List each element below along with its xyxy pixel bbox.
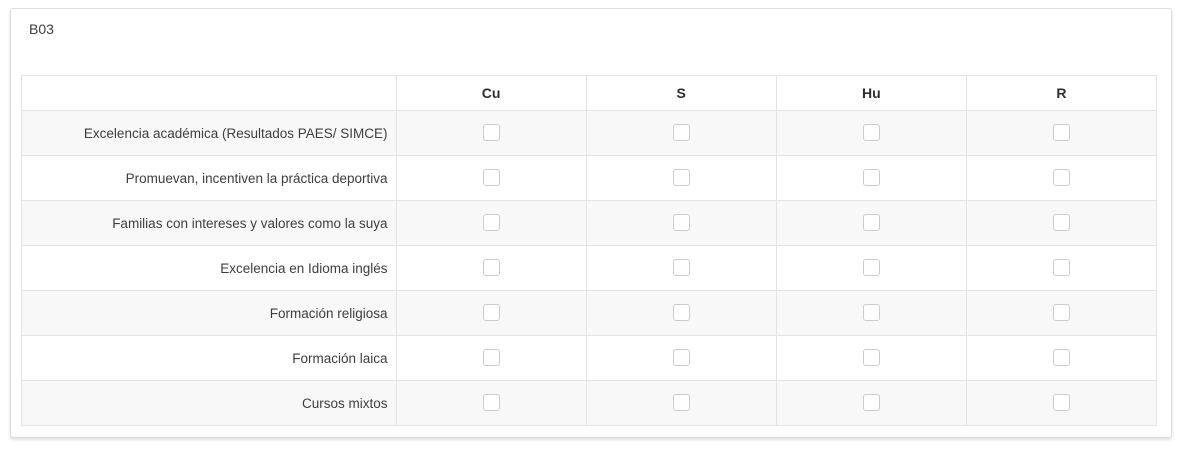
answer-cell xyxy=(965,155,1158,201)
question-code: B03 xyxy=(29,21,54,37)
answer-cell xyxy=(775,245,967,291)
answer-cell xyxy=(965,335,1158,381)
row-label: Cursos mixtos xyxy=(21,380,397,426)
answer-cell xyxy=(395,335,587,381)
matrix-checkbox[interactable] xyxy=(1052,124,1070,142)
answer-cell xyxy=(585,110,777,156)
answer-cell xyxy=(965,200,1158,246)
answer-cell xyxy=(395,110,587,156)
matrix-checkbox[interactable] xyxy=(672,214,690,232)
answer-cell xyxy=(775,335,967,381)
answer-cell xyxy=(585,380,777,426)
matrix-row: Excelencia en Idioma inglés xyxy=(21,245,1158,291)
matrix-checkbox[interactable] xyxy=(1052,394,1070,412)
column-header: Cu xyxy=(395,75,587,111)
matrix-table: Cu S Hu R Excelencia académica (Resultados … xyxy=(21,75,1158,426)
matrix-table-wrapper: Cu S Hu R Excelencia académica (Resultados … xyxy=(21,75,1158,426)
answer-cell xyxy=(395,155,587,201)
matrix-checkbox[interactable] xyxy=(482,349,500,367)
answer-cell xyxy=(775,380,967,426)
matrix-header-row: Cu S Hu R xyxy=(21,75,1158,111)
matrix-checkbox[interactable] xyxy=(862,214,880,232)
matrix-checkbox[interactable] xyxy=(672,124,690,142)
matrix-checkbox[interactable] xyxy=(672,259,690,277)
matrix-checkbox[interactable] xyxy=(482,169,500,187)
corner-cell xyxy=(21,75,397,111)
answer-cell xyxy=(585,290,777,336)
row-label: Excelencia en Idioma inglés xyxy=(21,245,397,291)
answer-cell xyxy=(585,335,777,381)
matrix-checkbox[interactable] xyxy=(862,394,880,412)
answer-cell xyxy=(965,245,1158,291)
matrix-checkbox[interactable] xyxy=(1052,304,1070,322)
matrix-checkbox[interactable] xyxy=(482,124,500,142)
column-header: S xyxy=(585,75,777,111)
matrix-checkbox[interactable] xyxy=(672,394,690,412)
matrix-row: Cursos mixtos xyxy=(21,380,1158,426)
answer-cell xyxy=(585,155,777,201)
matrix-checkbox[interactable] xyxy=(1052,349,1070,367)
column-header: Hu xyxy=(775,75,967,111)
question-card: B03 Cu S Hu R Excelencia académica (Resulta… xyxy=(10,8,1172,438)
row-label: Familias con intereses y valores como la… xyxy=(21,200,397,246)
answer-cell xyxy=(775,110,967,156)
answer-cell xyxy=(395,290,587,336)
answer-cell xyxy=(775,290,967,336)
matrix-checkbox[interactable] xyxy=(672,349,690,367)
matrix-checkbox[interactable] xyxy=(672,169,690,187)
answer-cell xyxy=(395,245,587,291)
matrix-checkbox[interactable] xyxy=(862,124,880,142)
matrix-checkbox[interactable] xyxy=(1052,259,1070,277)
answer-cell xyxy=(965,380,1158,426)
matrix-checkbox[interactable] xyxy=(862,259,880,277)
matrix-checkbox[interactable] xyxy=(482,214,500,232)
row-label: Formación laica xyxy=(21,335,397,381)
matrix-row: Formación laica xyxy=(21,335,1158,381)
answer-cell xyxy=(775,200,967,246)
matrix-row: Excelencia académica (Resultados PAES/ S… xyxy=(21,110,1158,156)
matrix-checkbox[interactable] xyxy=(862,304,880,322)
row-label: Formación religiosa xyxy=(21,290,397,336)
matrix-checkbox[interactable] xyxy=(862,169,880,187)
column-header: R xyxy=(965,75,1158,111)
matrix-checkbox[interactable] xyxy=(482,394,500,412)
matrix-row: Formación religiosa xyxy=(21,290,1158,336)
answer-cell xyxy=(965,290,1158,336)
matrix-checkbox[interactable] xyxy=(482,259,500,277)
answer-cell xyxy=(585,245,777,291)
answer-cell xyxy=(585,200,777,246)
matrix-checkbox[interactable] xyxy=(862,349,880,367)
answer-cell xyxy=(395,200,587,246)
matrix-checkbox[interactable] xyxy=(482,304,500,322)
matrix-row: Familias con intereses y valores como la… xyxy=(21,200,1158,246)
answer-cell xyxy=(395,380,587,426)
matrix-row: Promuevan, incentiven la práctica deport… xyxy=(21,155,1158,201)
matrix-checkbox[interactable] xyxy=(672,304,690,322)
answer-cell xyxy=(775,155,967,201)
matrix-checkbox[interactable] xyxy=(1052,214,1070,232)
row-label: Excelencia académica (Resultados PAES/ S… xyxy=(21,110,397,156)
row-label: Promuevan, incentiven la práctica deport… xyxy=(21,155,397,201)
matrix-checkbox[interactable] xyxy=(1052,169,1070,187)
answer-cell xyxy=(965,110,1158,156)
